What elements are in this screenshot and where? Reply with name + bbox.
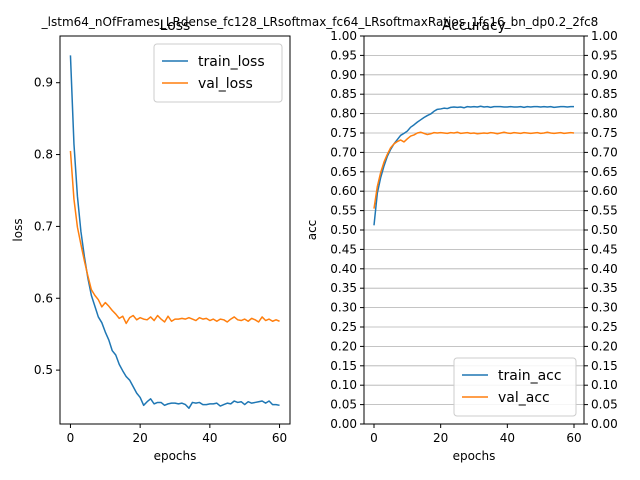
legend-box	[153, 43, 283, 103]
y-tick-label: 0.25	[330, 320, 357, 334]
y-tick-label-right: 0.35	[591, 281, 618, 295]
accuracy-y-axis-label: acc	[305, 220, 319, 241]
legend-label: train_loss	[198, 54, 265, 70]
y-tick-label-right: 0.25	[591, 320, 618, 334]
loss-legend: train_loss val_loss	[153, 43, 283, 103]
series-line-val-acc	[373, 131, 575, 209]
loss-y-axis-label: loss	[11, 218, 25, 241]
y-tick-label-right: 0.00	[591, 417, 618, 431]
y-tick-label: 0.15	[330, 359, 357, 373]
series-line-train-acc	[373, 105, 574, 226]
y-tick-label: 0.55	[330, 204, 357, 218]
y-tick-label-right: 0.15	[591, 359, 618, 373]
loss-chart-title: Loss	[160, 18, 191, 34]
x-tick-label: 0	[67, 431, 75, 445]
y-tick-label: 0.20	[330, 339, 357, 353]
y-tick-label-right: 0.20	[591, 339, 618, 353]
y-tick-label: 0.65	[330, 165, 357, 179]
loss-axes-frame	[59, 35, 291, 425]
loss-y-ticks: 0.5 0.6 0.7 0.8 0.9	[34, 76, 60, 377]
y-tick-label-right: 0.95	[591, 48, 618, 62]
accuracy-x-axis-label: epochs	[453, 449, 496, 463]
y-tick-label-right: 0.50	[591, 223, 618, 237]
y-tick-label: 0.8	[34, 148, 53, 162]
series-line-val-loss	[69, 150, 280, 325]
legend-label: val_loss	[198, 76, 253, 92]
y-tick-label: 0.90	[330, 68, 357, 82]
accuracy-chart-title: Accuracy	[442, 18, 506, 34]
y-tick-label: 0.95	[330, 48, 357, 62]
legend-box	[453, 357, 577, 417]
y-tick-label: 0.40	[330, 262, 357, 276]
series-line-train-loss	[69, 55, 280, 409]
loss-series-lines	[69, 55, 280, 409]
legend-label: train_acc	[498, 368, 562, 384]
x-tick-label: 60	[566, 431, 581, 445]
y-tick-label-right: 0.40	[591, 262, 618, 276]
y-tick-label: 0.35	[330, 281, 357, 295]
y-tick-label-right: 0.05	[591, 398, 618, 412]
y-tick-label: 0.70	[330, 145, 357, 159]
y-tick-label-right: 0.60	[591, 184, 618, 198]
y-tick-label-right: 0.70	[591, 145, 618, 159]
y-tick-label-right: 0.45	[591, 242, 618, 256]
y-tick-label-right: 1.00	[591, 29, 618, 43]
figure-suptitle: _lstm64_nOfFrames_LRdense_fc128_LRsoftma…	[41, 15, 599, 29]
accuracy-x-ticks: 0 20 40 60	[370, 424, 582, 445]
y-tick-label: 0.7	[34, 219, 53, 233]
y-tick-label: 0.50	[330, 223, 357, 237]
accuracy-y-ticks-right: 0.00 0.05 0.10 0.15 0.20 0.25 0.30 0.35 0.40 0.45…	[584, 29, 618, 431]
x-tick-label: 20	[433, 431, 448, 445]
y-tick-label: 0.60	[330, 184, 357, 198]
y-tick-label: 0.5	[34, 363, 53, 377]
y-tick-label-right: 0.80	[591, 107, 618, 121]
loss-axes: 0 20 40 60 0.5 0.6 0.7 0.8 0.9 Loss epochs loss…	[11, 18, 291, 463]
y-tick-label: 1.00	[330, 29, 357, 43]
y-tick-label-right: 0.65	[591, 165, 618, 179]
y-tick-label-right: 0.85	[591, 87, 618, 101]
y-tick-label: 0.30	[330, 301, 357, 315]
loss-x-axis-label: epochs	[154, 449, 197, 463]
y-tick-label: 0.85	[330, 87, 357, 101]
x-tick-label: 0	[370, 431, 378, 445]
y-tick-label-right: 0.75	[591, 126, 618, 140]
y-tick-label-right: 0.55	[591, 204, 618, 218]
x-tick-label: 40	[202, 431, 217, 445]
y-tick-label: 0.45	[330, 242, 357, 256]
y-tick-label: 0.75	[330, 126, 357, 140]
y-tick-label: 0.05	[330, 398, 357, 412]
y-tick-label: 0.6	[34, 291, 53, 305]
y-tick-label: 0.80	[330, 107, 357, 121]
legend-label: val_acc	[498, 390, 550, 406]
y-tick-label-right: 0.10	[591, 378, 618, 392]
x-tick-label: 20	[133, 431, 148, 445]
loss-x-ticks: 0 20 40 60	[67, 424, 287, 445]
accuracy-legend: train_acc val_acc	[453, 357, 577, 417]
y-tick-label-right: 0.90	[591, 68, 618, 82]
accuracy-y-ticks: 0.00 0.05 0.10 0.15 0.20 0.25 0.30 0.35 0.40 0.45…	[330, 29, 364, 431]
x-tick-label: 60	[272, 431, 287, 445]
y-tick-label: 0.9	[34, 76, 53, 90]
y-tick-label: 0.00	[330, 417, 357, 431]
y-tick-label: 0.10	[330, 378, 357, 392]
y-tick-label-right: 0.30	[591, 301, 618, 315]
accuracy-series-lines	[373, 105, 575, 226]
x-tick-label: 40	[500, 431, 515, 445]
accuracy-axes: 0 20 40 60 0.00 0.05 0.10 0.15 0.20 0.25 0.30 0.35…	[305, 18, 618, 463]
